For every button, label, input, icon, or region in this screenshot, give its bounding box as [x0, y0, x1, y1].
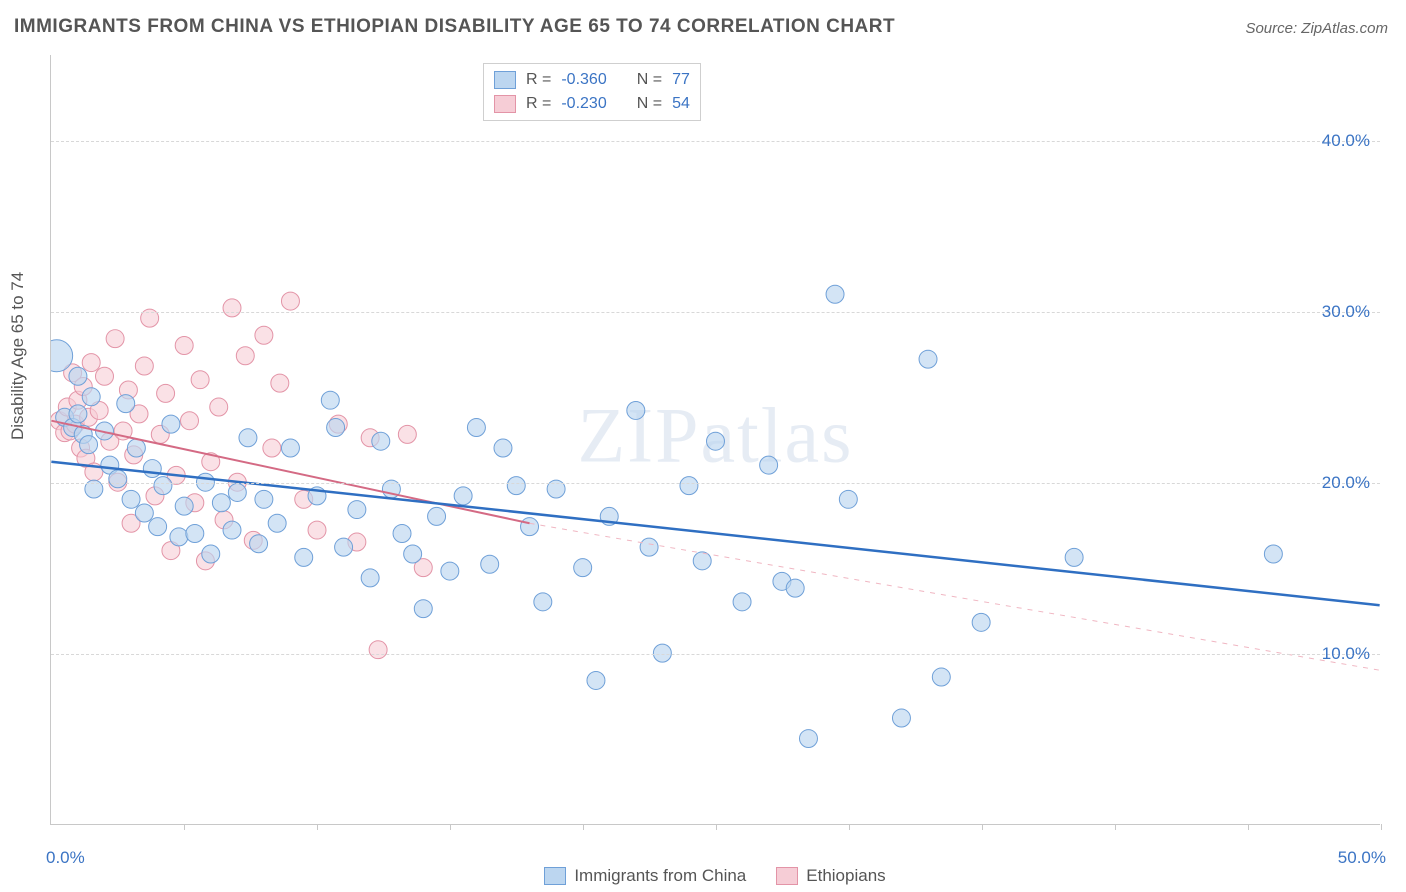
n-label: N = [637, 95, 662, 113]
legend-label-ethiopians: Ethiopians [806, 866, 885, 886]
swatch-china [544, 867, 566, 885]
legend-item-china: Immigrants from China [544, 866, 746, 886]
stats-legend: R = -0.360 N = 77 R = -0.230 N = 54 [483, 63, 701, 121]
r-label: R = [526, 71, 551, 89]
swatch-china [494, 71, 516, 89]
scatter-points [51, 55, 1380, 824]
series-legend: Immigrants from China Ethiopians [50, 866, 1380, 886]
y-axis-label: Disability Age 65 to 74 [8, 272, 28, 440]
n-label: N = [637, 71, 662, 89]
legend-label-china: Immigrants from China [574, 866, 746, 886]
swatch-ethiopians [494, 95, 516, 113]
n-value-china: 77 [672, 71, 690, 89]
source-attribution: Source: ZipAtlas.com [1245, 20, 1388, 37]
y-tick-label: 20.0% [1322, 473, 1370, 493]
y-tick-label: 40.0% [1322, 131, 1370, 151]
x-max-label: 50.0% [1338, 848, 1386, 868]
correlation-chart: IMMIGRANTS FROM CHINA VS ETHIOPIAN DISAB… [0, 0, 1406, 892]
watermark: ZIPatlas [578, 390, 854, 480]
chart-title: IMMIGRANTS FROM CHINA VS ETHIOPIAN DISAB… [14, 16, 895, 38]
stats-row-china: R = -0.360 N = 77 [494, 68, 690, 92]
swatch-ethiopians [776, 867, 798, 885]
r-value-china: -0.360 [561, 71, 606, 89]
r-label: R = [526, 95, 551, 113]
legend-item-ethiopians: Ethiopians [776, 866, 885, 886]
n-value-ethiopians: 54 [672, 95, 690, 113]
plot-area: ZIPatlas R = -0.360 N = 77 R = -0.230 N … [50, 55, 1380, 825]
y-tick-label: 30.0% [1322, 302, 1370, 322]
x-min-label: 0.0% [46, 848, 85, 868]
stats-row-ethiopians: R = -0.230 N = 54 [494, 92, 690, 116]
r-value-ethiopians: -0.230 [561, 95, 606, 113]
y-tick-label: 10.0% [1322, 644, 1370, 664]
